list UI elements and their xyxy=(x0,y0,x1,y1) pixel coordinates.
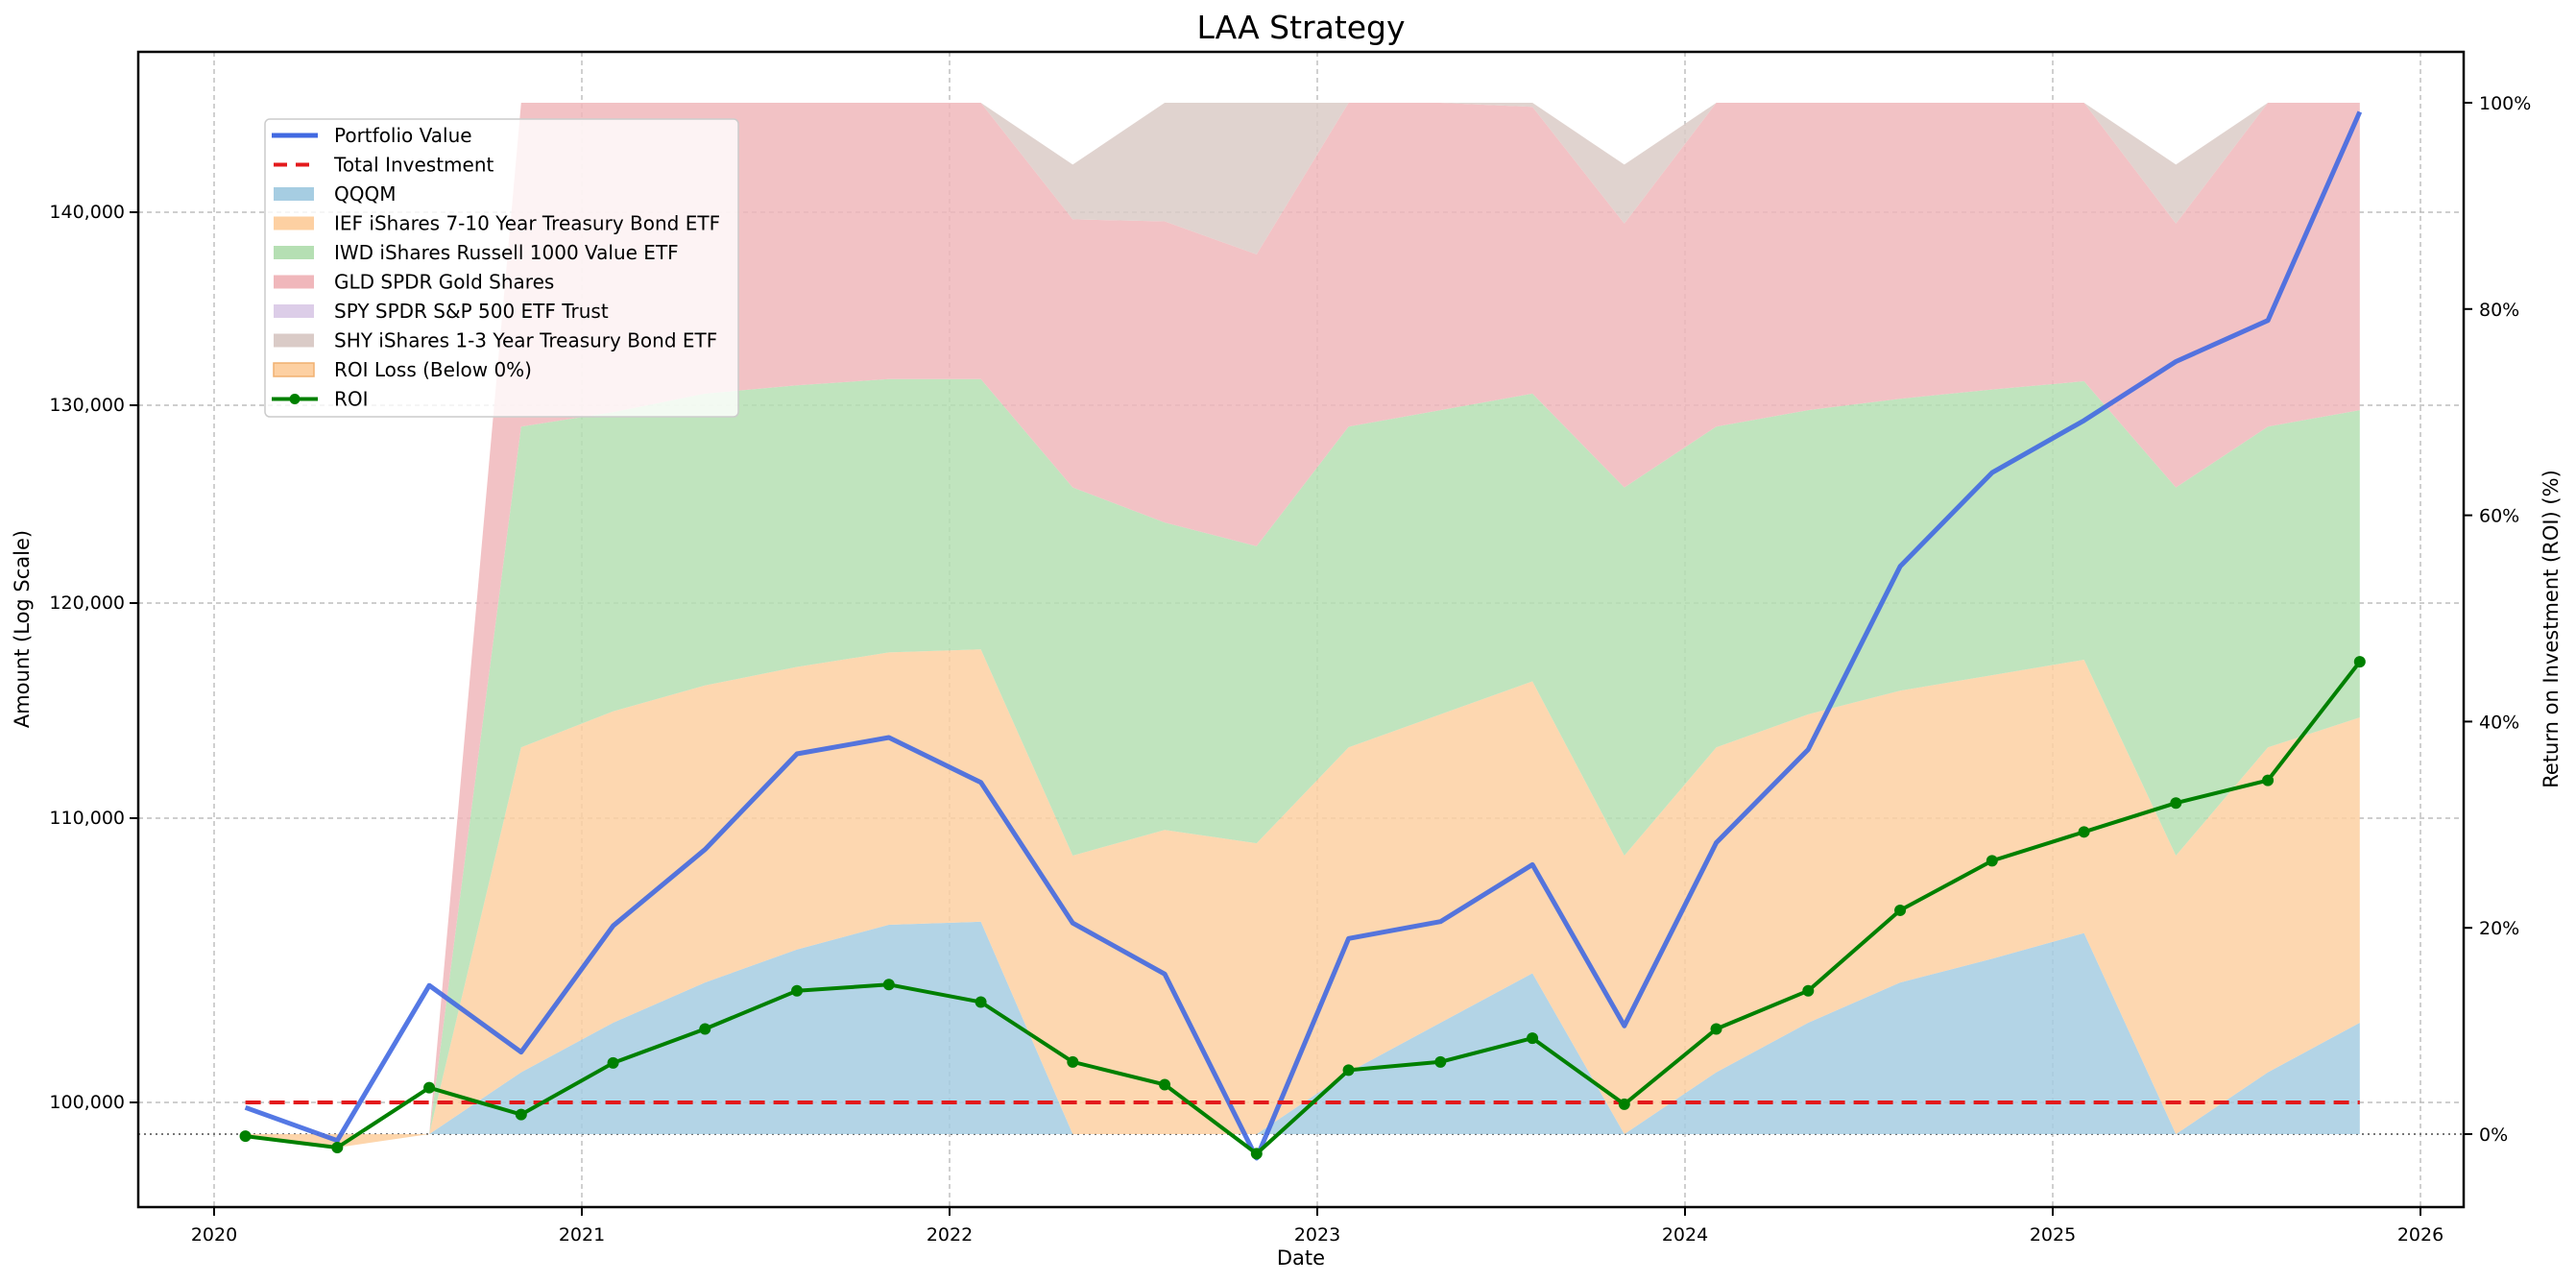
area-qqqm xyxy=(429,921,2360,1134)
roi-marker xyxy=(1434,1055,1447,1068)
roi-marker xyxy=(1894,904,1907,916)
legend-patch-swatch xyxy=(274,275,314,289)
legend-label: SPY SPDR S&P 500 ETF Trust xyxy=(334,300,609,323)
legend-entry: SHY iShares 1-3 Year Treasury Bond ETF xyxy=(274,329,717,352)
y-tick-label: 140,000 xyxy=(49,202,125,223)
roi-marker xyxy=(607,1056,619,1069)
legend-label: IEF iShares 7-10 Year Treasury Bond ETF xyxy=(334,212,720,235)
x-tick-label: 2022 xyxy=(927,1224,973,1246)
legend-label: ROI xyxy=(334,388,369,411)
y2-tick-label: 60% xyxy=(2479,506,2519,527)
roi-marker xyxy=(1067,1055,1079,1068)
roi-marker xyxy=(331,1141,344,1153)
x-tick-label: 2023 xyxy=(1294,1224,1340,1246)
legend-patch-swatch xyxy=(273,362,315,377)
roi-marker xyxy=(882,979,895,991)
roi-marker xyxy=(515,1108,527,1121)
legend-patch-swatch xyxy=(274,304,314,318)
legend-entry: SPY SPDR S&P 500 ETF Trust xyxy=(274,300,609,323)
legend-label: GLD SPDR Gold Shares xyxy=(334,271,554,294)
roi-marker xyxy=(975,996,987,1008)
y2-tick-label: 0% xyxy=(2479,1125,2508,1146)
roi-marker xyxy=(2078,826,2090,838)
roi-marker xyxy=(1159,1078,1171,1091)
roi-marker xyxy=(1342,1064,1355,1076)
roi-marker xyxy=(1986,855,1998,867)
legend-marker-swatch xyxy=(289,394,301,404)
legend-label: Total Investment xyxy=(333,154,494,177)
roi-marker xyxy=(2353,656,2366,668)
x-tick-label: 2021 xyxy=(559,1224,605,1246)
legend-patch-swatch xyxy=(274,246,314,259)
roi-marker xyxy=(791,984,804,997)
legend-entry: IWD iShares Russell 1000 Value ETF xyxy=(274,241,679,264)
legend-label: QQQM xyxy=(334,182,396,206)
series-lines xyxy=(239,110,2366,1161)
portfolio-value-line xyxy=(244,110,2363,1161)
legend-label: IWD iShares Russell 1000 Value ETF xyxy=(334,241,679,264)
roi-marker xyxy=(1250,1148,1263,1160)
area-iwd xyxy=(429,378,2360,1134)
legend-patch-swatch xyxy=(274,333,314,348)
x-tick-label: 2020 xyxy=(191,1224,237,1246)
legend-label: Portfolio Value xyxy=(334,124,472,147)
legend-entry: IEF iShares 7-10 Year Treasury Bond ETF xyxy=(274,212,720,235)
roi-marker xyxy=(1618,1098,1630,1110)
x-tick-label: 2026 xyxy=(2397,1224,2444,1246)
legend: Portfolio Value Total Investment QQQM IEF i… xyxy=(264,118,739,418)
legend-label: ROI Loss (Below 0%) xyxy=(334,358,532,381)
y2-tick-label: 80% xyxy=(2479,300,2519,321)
roi-marker xyxy=(1802,984,1815,997)
roi-marker xyxy=(423,1081,436,1094)
x-tick-label: 2024 xyxy=(1662,1224,1708,1246)
legend-box xyxy=(264,118,739,418)
y2-tick-label: 100% xyxy=(2479,93,2531,114)
y-tick-label: 110,000 xyxy=(49,808,125,829)
y2-tick-label: 40% xyxy=(2479,712,2519,733)
legend-entry: ROI xyxy=(272,388,369,411)
allocation-areas xyxy=(245,103,2360,1148)
axes: 2020 2021 2022 2023 2024 2025 2026 100,000 110,0… xyxy=(49,93,2531,1246)
roi-marker xyxy=(239,1130,252,1143)
y-axis-label: Amount (Log Scale) xyxy=(11,530,34,728)
roi-marker xyxy=(2262,774,2275,786)
y2-axis-label: Return on Investment (ROI) (%) xyxy=(2540,470,2563,788)
area-ief xyxy=(429,649,2360,1134)
chart-title: LAA Strategy xyxy=(1196,9,1405,46)
plot-frame xyxy=(136,50,2466,1209)
x-tick-label: 2025 xyxy=(2030,1224,2076,1246)
legend-entry: Portfolio Value xyxy=(272,124,472,147)
legend-patch-swatch xyxy=(274,216,314,230)
roi-marker xyxy=(1527,1032,1539,1045)
legend-patch-swatch xyxy=(274,187,314,201)
x-axis-label: Date xyxy=(1277,1246,1325,1270)
roi-marker xyxy=(2170,797,2182,810)
area-shy xyxy=(429,103,2360,1134)
legend-entry: ROI Loss (Below 0%) xyxy=(273,358,532,381)
roi-marker xyxy=(1710,1023,1722,1035)
legend-entry: QQQM xyxy=(274,182,396,206)
legend-entry: Total Investment xyxy=(274,154,494,177)
legend-label: SHY iShares 1-3 Year Treasury Bond ETF xyxy=(334,329,717,352)
y2-tick-label: 20% xyxy=(2479,918,2519,939)
y-tick-label: 120,000 xyxy=(49,593,125,614)
roi-marker xyxy=(699,1023,711,1035)
area-gld xyxy=(429,103,2360,1134)
legend-entry: GLD SPDR Gold Shares xyxy=(274,271,554,294)
y-tick-label: 130,000 xyxy=(49,395,125,416)
roi-line xyxy=(245,660,2362,1156)
y-tick-label: 100,000 xyxy=(49,1092,125,1113)
